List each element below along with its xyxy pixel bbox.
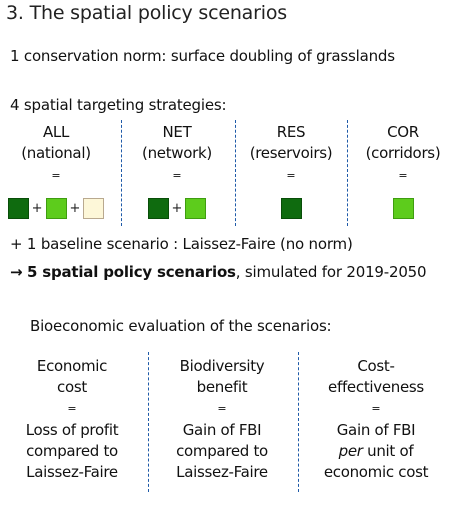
page-title: 3. The spatial policy scenarios xyxy=(6,2,287,24)
evaluation-label-line: effectiveness xyxy=(328,378,424,396)
strategy-code: ALL xyxy=(42,123,70,141)
evaluation-result-line: Gain of FBI xyxy=(182,421,262,439)
policy-scenarios-rest: , simulated for 2019-2050 xyxy=(235,263,427,281)
pale-yellow-swatch xyxy=(83,197,105,219)
strategy-cor: COR (corridors) = xyxy=(347,122,459,183)
evaluation-divider xyxy=(148,352,149,492)
strategy-divider xyxy=(121,120,122,226)
dark-green-swatch xyxy=(147,197,169,219)
evaluation-biodiversity-benefit: Biodiversity benefit = Gain of FBI compa… xyxy=(156,356,288,483)
policy-scenarios-text: → 5 spatial policy scenarios, simulated … xyxy=(10,263,427,281)
evaluation-heading: Bioeconomic evaluation of the scenarios: xyxy=(30,317,332,335)
evaluation-label-line: cost xyxy=(57,378,87,396)
strategy-code: RES xyxy=(276,123,306,141)
evaluation-cost-effectiveness: Cost- effectiveness = Gain of FBI per un… xyxy=(306,356,446,483)
evaluation-label-line: benefit xyxy=(196,378,248,396)
evaluation-label-line: Cost- xyxy=(357,357,395,375)
evaluation-result-line: Gain of FBI xyxy=(336,421,416,439)
evaluation-divider xyxy=(298,352,299,492)
plus-sign: + xyxy=(171,200,183,216)
light-green-swatch xyxy=(185,197,207,219)
strategy-code: NET xyxy=(162,123,192,141)
dark-green-swatch xyxy=(7,197,29,219)
unit-of-text: unit of xyxy=(362,442,414,460)
evaluation-result-line: compared to xyxy=(176,442,268,460)
strategy-desc: (network) xyxy=(142,144,212,162)
equals-mark: = xyxy=(51,169,61,182)
strategy-desc: (reservoirs) xyxy=(249,144,333,162)
evaluation-result-line: Loss of profit xyxy=(25,421,119,439)
arrow-right-icon: → xyxy=(10,263,23,281)
equals-mark: = xyxy=(398,169,408,182)
plus-sign: + xyxy=(69,200,81,216)
equals-mark: = xyxy=(217,402,227,415)
evaluation-label-line: Biodiversity xyxy=(179,357,265,375)
evaluation-result-line: compared to xyxy=(26,442,118,460)
strategy-code: COR xyxy=(387,123,419,141)
plus-sign: + xyxy=(31,200,43,216)
strategy-cor-swatches xyxy=(347,196,459,220)
light-green-swatch xyxy=(45,197,67,219)
strategy-all-swatches: + + xyxy=(0,196,112,220)
equals-mark: = xyxy=(67,402,77,415)
equals-mark: = xyxy=(172,169,182,182)
strategy-divider xyxy=(235,120,236,226)
strategy-net: NET (network) = xyxy=(121,122,233,183)
evaluation-economic-cost: Economic cost = Loss of profit compared … xyxy=(6,356,138,483)
strategy-all: ALL (national) = xyxy=(0,122,112,183)
strategies-heading: 4 spatial targeting strategies: xyxy=(10,96,227,114)
baseline-scenario-text: + 1 baseline scenario : Laissez-Faire (n… xyxy=(10,235,353,253)
policy-scenarios-bold: 5 spatial policy scenarios xyxy=(26,263,236,281)
per-italic: per xyxy=(338,442,363,460)
evaluation-result-line: economic cost xyxy=(323,463,429,481)
strategy-res: RES (reservoirs) = xyxy=(235,122,347,183)
strategy-res-swatches xyxy=(235,196,347,220)
light-green-swatch xyxy=(392,197,414,219)
evaluation-result-line: per unit of xyxy=(306,441,446,462)
strategy-desc: (national) xyxy=(21,144,91,162)
strategy-desc: (corridors) xyxy=(365,144,441,162)
evaluation-label-line: Economic xyxy=(36,357,108,375)
evaluation-result-line: Laissez-Faire xyxy=(26,463,118,481)
conservation-norm-text: 1 conservation norm: surface doubling of… xyxy=(10,47,395,65)
strategy-net-swatches: + xyxy=(121,196,233,220)
evaluation-result-line: Laissez-Faire xyxy=(176,463,268,481)
strategy-divider xyxy=(347,120,348,226)
equals-mark: = xyxy=(371,402,381,415)
dark-green-swatch xyxy=(280,197,302,219)
equals-mark: = xyxy=(286,169,296,182)
